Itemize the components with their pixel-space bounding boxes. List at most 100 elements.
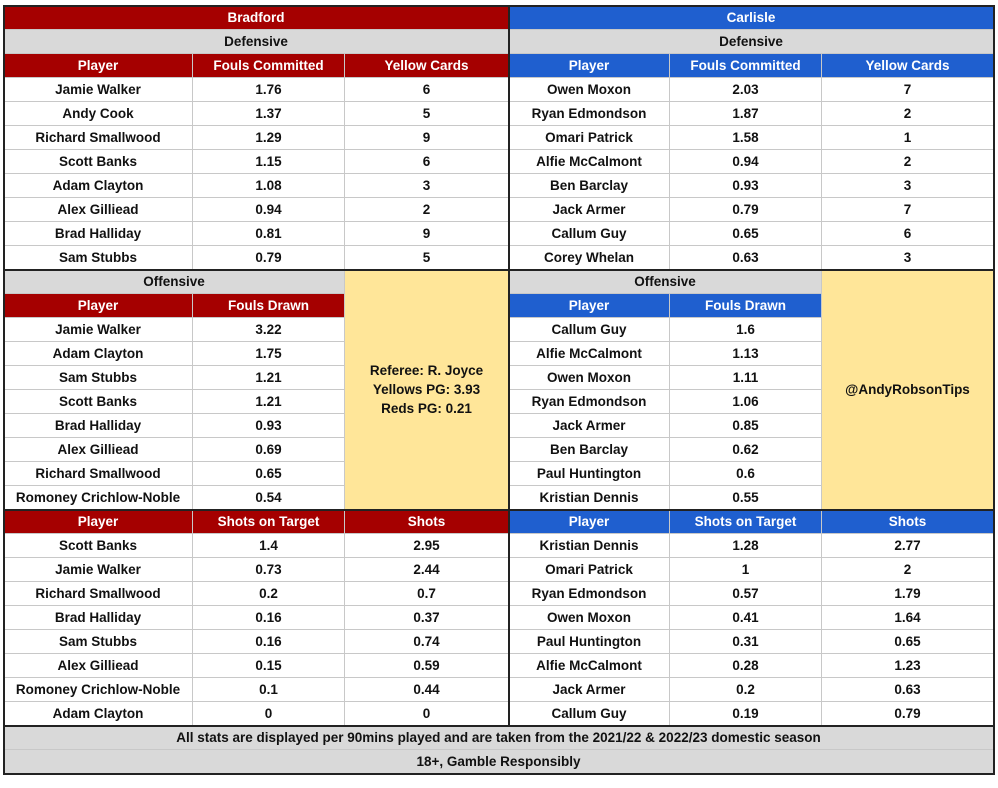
- fouls-committed-value: 0.81: [193, 222, 345, 246]
- shots-value: 0.37: [345, 606, 509, 630]
- column-header-player: Player: [4, 294, 193, 318]
- yellow-cards-value: 2: [822, 150, 994, 174]
- shots-value: 0.59: [345, 654, 509, 678]
- fouls-committed-value: 1.58: [670, 126, 822, 150]
- column-header-player: Player: [509, 294, 670, 318]
- shots-on-target-value: 0.57: [670, 582, 822, 606]
- player-name: Sam Stubbs: [4, 366, 193, 390]
- fouls-committed-value: 1.87: [670, 102, 822, 126]
- player-name: Alfie McCalmont: [509, 654, 670, 678]
- fouls-committed-value: 2.03: [670, 78, 822, 102]
- column-header-player: Player: [4, 510, 193, 534]
- yellow-cards-value: 5: [345, 102, 509, 126]
- shots-on-target-value: 0.2: [670, 678, 822, 702]
- player-name: Jack Armer: [509, 414, 670, 438]
- fouls-committed-value: 1.15: [193, 150, 345, 174]
- shots-on-target-value: 1.4: [193, 534, 345, 558]
- fouls-drawn-value: 3.22: [193, 318, 345, 342]
- player-name: Jamie Walker: [4, 78, 193, 102]
- player-name: Alfie McCalmont: [509, 342, 670, 366]
- shots-on-target-value: 1.28: [670, 534, 822, 558]
- player-name: Ben Barclay: [509, 438, 670, 462]
- shots-value: 2.77: [822, 534, 994, 558]
- player-name: Callum Guy: [509, 702, 670, 726]
- shots-value: 0.74: [345, 630, 509, 654]
- yellow-cards-value: 2: [345, 198, 509, 222]
- player-name: Alfie McCalmont: [509, 150, 670, 174]
- player-name: Jamie Walker: [4, 558, 193, 582]
- column-header-player: Player: [4, 54, 193, 78]
- player-name: Jamie Walker: [4, 318, 193, 342]
- shots-on-target-value: 0.28: [670, 654, 822, 678]
- player-name: Alex Gilliead: [4, 438, 193, 462]
- footer-disclaimer: 18+, Gamble Responsibly: [4, 750, 994, 774]
- footer-note: All stats are displayed per 90mins playe…: [4, 726, 994, 750]
- player-name: Adam Clayton: [4, 174, 193, 198]
- shots-value: 2.44: [345, 558, 509, 582]
- fouls-drawn-value: 0.69: [193, 438, 345, 462]
- shots-value: 0.79: [822, 702, 994, 726]
- yellow-cards-value: 3: [345, 174, 509, 198]
- yellow-cards-value: 9: [345, 222, 509, 246]
- player-name: Paul Huntington: [509, 462, 670, 486]
- player-name: Ryan Edmondson: [509, 102, 670, 126]
- shots-on-target-value: 0.16: [193, 606, 345, 630]
- fouls-committed-value: 0.63: [670, 246, 822, 270]
- column-header-yellow-cards: Yellow Cards: [822, 54, 994, 78]
- shots-on-target-value: 1: [670, 558, 822, 582]
- player-name: Sam Stubbs: [4, 246, 193, 270]
- shots-on-target-value: 0.15: [193, 654, 345, 678]
- player-name: Kristian Dennis: [509, 534, 670, 558]
- shots-value: 1.23: [822, 654, 994, 678]
- yellow-cards-value: 6: [345, 150, 509, 174]
- yellow-cards-value: 7: [822, 198, 994, 222]
- player-name: Romoney Crichlow-Noble: [4, 678, 193, 702]
- fouls-committed-value: 1.29: [193, 126, 345, 150]
- fouls-drawn-value: 1.06: [670, 390, 822, 414]
- player-name: Callum Guy: [509, 318, 670, 342]
- team-header-bradford: Bradford: [4, 6, 509, 30]
- shots-on-target-value: 0.1: [193, 678, 345, 702]
- yellow-cards-value: 3: [822, 246, 994, 270]
- player-name: Alex Gilliead: [4, 198, 193, 222]
- fouls-drawn-value: 1.21: [193, 366, 345, 390]
- column-header-fouls-committed: Fouls Committed: [193, 54, 345, 78]
- player-name: Richard Smallwood: [4, 582, 193, 606]
- fouls-committed-value: 0.94: [670, 150, 822, 174]
- shots-on-target-value: 0.41: [670, 606, 822, 630]
- yellow-cards-value: 9: [345, 126, 509, 150]
- player-name: Ryan Edmondson: [509, 390, 670, 414]
- fouls-committed-value: 1.08: [193, 174, 345, 198]
- yellow-cards-value: 3: [822, 174, 994, 198]
- shots-value: 0.63: [822, 678, 994, 702]
- column-header-shots-on-target: Shots on Target: [193, 510, 345, 534]
- fouls-drawn-value: 1.13: [670, 342, 822, 366]
- player-name: Omari Patrick: [509, 126, 670, 150]
- player-name: Brad Halliday: [4, 222, 193, 246]
- column-header-fouls-drawn: Fouls Drawn: [193, 294, 345, 318]
- player-name: Scott Banks: [4, 534, 193, 558]
- player-name: Jack Armer: [509, 678, 670, 702]
- column-header-fouls-drawn: Fouls Drawn: [670, 294, 822, 318]
- section-label-defensive: Defensive: [4, 30, 509, 54]
- player-name: Jack Armer: [509, 198, 670, 222]
- player-name: Sam Stubbs: [4, 630, 193, 654]
- column-header-shots: Shots: [822, 510, 994, 534]
- fouls-drawn-value: 0.65: [193, 462, 345, 486]
- fouls-committed-value: 0.93: [670, 174, 822, 198]
- fouls-drawn-value: 0.55: [670, 486, 822, 510]
- fouls-committed-value: 0.79: [193, 246, 345, 270]
- yellow-cards-value: 2: [822, 102, 994, 126]
- fouls-drawn-value: 0.93: [193, 414, 345, 438]
- shots-on-target-value: 0.31: [670, 630, 822, 654]
- shots-on-target-value: 0.2: [193, 582, 345, 606]
- player-name: Paul Huntington: [509, 630, 670, 654]
- player-name: Richard Smallwood: [4, 126, 193, 150]
- fouls-drawn-value: 1.11: [670, 366, 822, 390]
- fouls-drawn-value: 1.6: [670, 318, 822, 342]
- shots-value: 0.65: [822, 630, 994, 654]
- fouls-committed-value: 1.76: [193, 78, 345, 102]
- shots-value: 1.79: [822, 582, 994, 606]
- social-handle-box: @AndyRobsonTips: [822, 270, 994, 510]
- yellow-cards-value: 6: [345, 78, 509, 102]
